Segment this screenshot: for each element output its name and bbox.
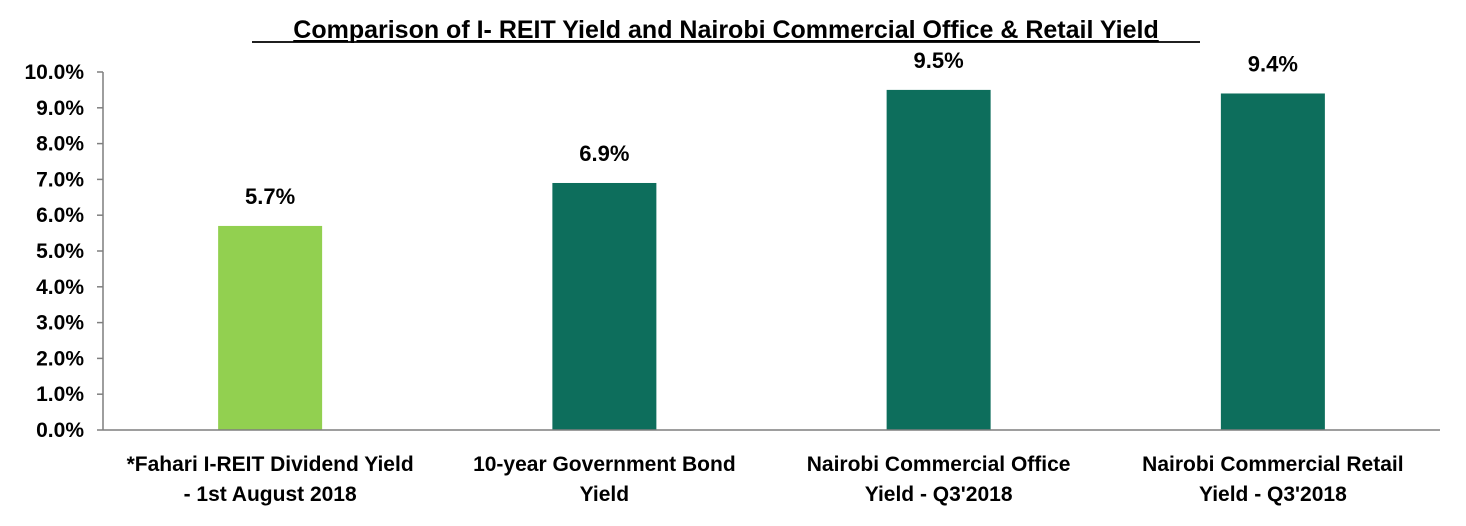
data-labels-group: 5.7% 6.9% 9.5% 9.4% xyxy=(245,48,1298,209)
y-tick-label: 9.0% xyxy=(36,97,84,120)
y-tick-label: 5.0% xyxy=(36,240,84,263)
y-tick-label: 2.0% xyxy=(36,347,84,370)
bar xyxy=(886,89,991,431)
y-tick-label: 8.0% xyxy=(36,133,84,156)
data-label: 9.4% xyxy=(1248,51,1298,76)
x-category-label-line: *Fahari I-REIT Dividend Yield xyxy=(127,453,414,476)
x-category-label-line: Yield - Q3'2018 xyxy=(1199,483,1347,506)
y-tick-label: 7.0% xyxy=(36,168,84,191)
x-category-label-line: Yield xyxy=(580,483,629,506)
x-category-label-line: Yield - Q3'2018 xyxy=(865,483,1013,506)
x-category-label: 10-year Government Bond Yield xyxy=(473,453,736,506)
data-label: 5.7% xyxy=(245,184,295,209)
x-category-label: Nairobi Commercial Retail Yield - Q3'2018 xyxy=(1142,453,1403,506)
bars-group xyxy=(218,89,1325,431)
bar xyxy=(1220,93,1325,430)
y-tick-label: 3.0% xyxy=(36,312,84,335)
y-tick-label: 4.0% xyxy=(36,276,84,299)
chart-title: Comparison of I- REIT Yield and Nairobi … xyxy=(293,16,1158,44)
y-tick-label: 1.0% xyxy=(36,383,84,406)
x-category-label-line: - 1st August 2018 xyxy=(184,483,357,506)
x-category-label: Nairobi Commercial Office Yield - Q3'2018 xyxy=(807,453,1071,506)
x-axis: *Fahari I-REIT Dividend Yield - 1st Augus… xyxy=(103,429,1440,506)
bar xyxy=(552,182,657,430)
data-label: 6.9% xyxy=(579,141,629,166)
x-category-label-line: 10-year Government Bond xyxy=(473,453,736,476)
y-tick-label: 10.0% xyxy=(24,61,84,84)
data-label: 9.5% xyxy=(914,48,964,73)
y-tick-label: 6.0% xyxy=(36,204,84,227)
y-axis: 0.0% 1.0% 2.0% 3.0% 4.0% 5.0% 6.0% 7.0% 8.0% 9.0%… xyxy=(24,61,104,442)
x-category-label: *Fahari I-REIT Dividend Yield - 1st Augus… xyxy=(127,453,414,506)
x-category-label-line: Nairobi Commercial Retail xyxy=(1142,453,1403,476)
bar xyxy=(218,225,323,430)
y-tick-label: 0.0% xyxy=(36,419,84,442)
x-category-label-line: Nairobi Commercial Office xyxy=(807,453,1071,476)
